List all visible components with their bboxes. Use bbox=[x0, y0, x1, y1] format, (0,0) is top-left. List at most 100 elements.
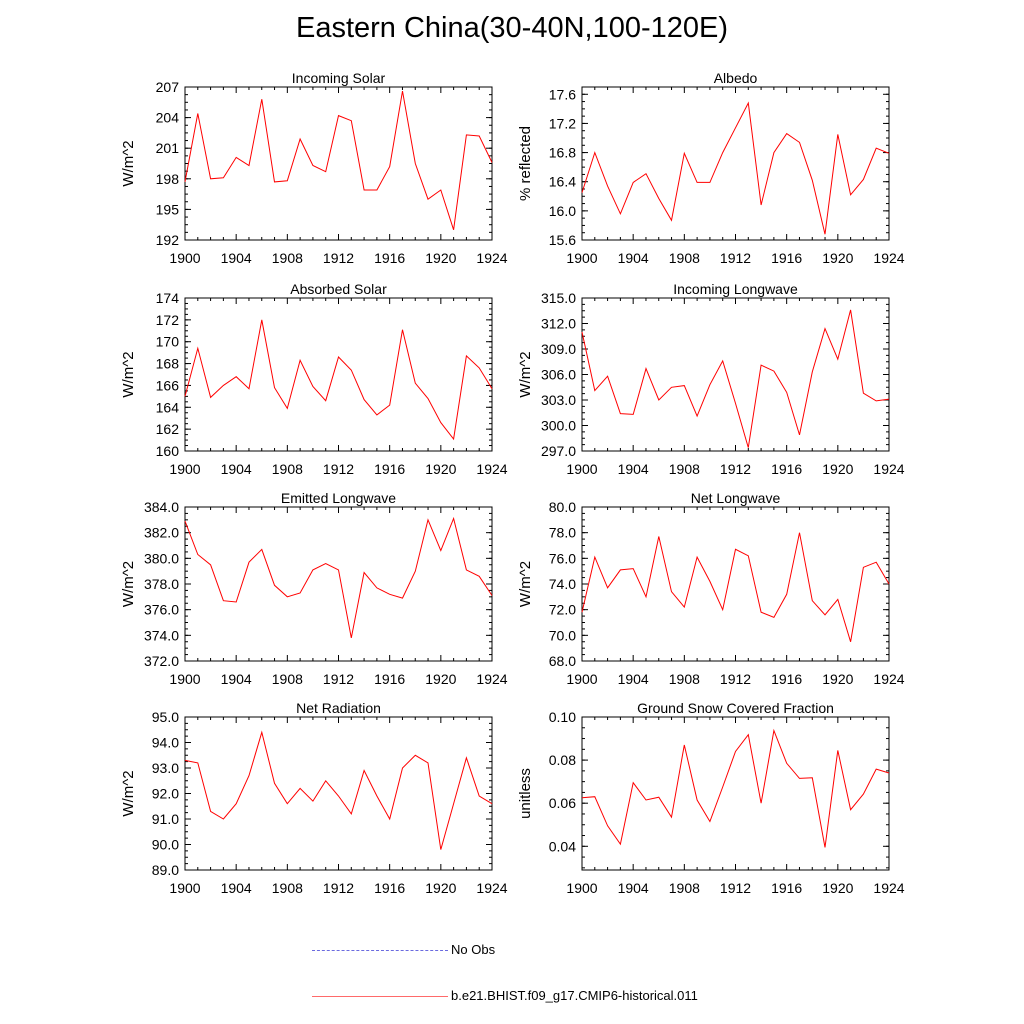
x-tick-label: 1912 bbox=[323, 880, 354, 896]
x-tick-label: 1916 bbox=[374, 461, 405, 477]
series-line bbox=[184, 516, 493, 638]
x-tick-label: 1900 bbox=[169, 250, 200, 266]
panel-1: Albedo % reflected 1900 1904 1908 1912 1916 192… bbox=[517, 70, 905, 266]
y-tick-label: 94.0 bbox=[152, 735, 179, 751]
x-tick-label: 1924 bbox=[873, 671, 904, 687]
y-tick-label: 92.0 bbox=[152, 786, 179, 802]
series-line bbox=[581, 532, 890, 642]
y-axis-label: W/m^2 bbox=[120, 561, 137, 607]
x-tick-label: 1904 bbox=[221, 250, 252, 266]
x-tick-label: 1908 bbox=[272, 671, 303, 687]
y-tick-label: 80.0 bbox=[549, 499, 576, 515]
x-tick-label: 1904 bbox=[221, 671, 252, 687]
y-axis-label: W/m^2 bbox=[517, 561, 534, 607]
plot-frame bbox=[581, 86, 890, 241]
y-tick-label: 17.6 bbox=[549, 86, 576, 102]
x-tick-label: 1912 bbox=[720, 461, 751, 477]
panel-title: Absorbed Solar bbox=[290, 281, 387, 297]
x-tick-label: 1916 bbox=[374, 880, 405, 896]
y-tick-label: 168 bbox=[156, 356, 180, 372]
panel-5: Net Longwave W/m^2 1900 1904 1908 1912 1916 192… bbox=[517, 490, 905, 687]
y-tick-label: 382.0 bbox=[144, 525, 179, 541]
y-tick-label: 172 bbox=[156, 312, 180, 328]
y-tick-label: 76.0 bbox=[549, 550, 576, 566]
x-tick-label: 1916 bbox=[374, 250, 405, 266]
y-tick-label: 195 bbox=[156, 201, 180, 217]
y-tick-label: 93.0 bbox=[152, 760, 179, 776]
series-line bbox=[184, 730, 493, 850]
x-tick-label: 1900 bbox=[169, 880, 200, 896]
y-tick-label: 16.8 bbox=[549, 145, 576, 161]
x-tick-label: 1924 bbox=[873, 461, 904, 477]
y-tick-label: 78.0 bbox=[549, 525, 576, 541]
y-tick-label: 374.0 bbox=[144, 627, 179, 643]
panel-title: Net Longwave bbox=[691, 490, 781, 506]
x-tick-label: 1900 bbox=[566, 250, 597, 266]
y-tick-label: 164 bbox=[156, 399, 180, 415]
y-axis-label: W/m^2 bbox=[517, 351, 534, 397]
y-axis-label: W/m^2 bbox=[120, 351, 137, 397]
series-line bbox=[581, 728, 890, 848]
y-tick-label: 300.0 bbox=[541, 418, 576, 434]
panel-title: Emitted Longwave bbox=[281, 490, 396, 506]
x-tick-label: 1908 bbox=[272, 461, 303, 477]
y-tick-label: 297.0 bbox=[541, 443, 576, 459]
y-tick-label: 384.0 bbox=[144, 499, 179, 515]
plot-frame bbox=[184, 716, 493, 871]
panel-title: Net Radiation bbox=[296, 700, 381, 716]
panel-title: Incoming Longwave bbox=[673, 281, 798, 297]
x-tick-label: 1920 bbox=[822, 461, 853, 477]
x-tick-label: 1904 bbox=[618, 671, 649, 687]
x-tick-label: 1920 bbox=[822, 880, 853, 896]
panel-title: Incoming Solar bbox=[292, 70, 386, 86]
x-tick-label: 1900 bbox=[169, 671, 200, 687]
x-tick-label: 1920 bbox=[425, 880, 456, 896]
y-tick-label: 74.0 bbox=[549, 576, 576, 592]
panel-6: Net Radiation W/m^2 1900 1904 1908 1912 1916 19… bbox=[120, 700, 508, 896]
x-tick-label: 1924 bbox=[476, 250, 507, 266]
plot-frame bbox=[184, 86, 493, 241]
panel-4: Emitted Longwave W/m^2 1900 1904 1908 1912 191… bbox=[120, 490, 508, 687]
x-tick-label: 1900 bbox=[566, 461, 597, 477]
x-tick-label: 1904 bbox=[618, 250, 649, 266]
y-tick-label: 160 bbox=[156, 443, 180, 459]
panel-2: Absorbed Solar W/m^2 1900 1904 1908 1912 1916 1… bbox=[120, 281, 508, 477]
x-tick-label: 1920 bbox=[425, 461, 456, 477]
y-tick-label: 170 bbox=[156, 334, 180, 350]
y-tick-label: 204 bbox=[156, 110, 180, 126]
panel-title: Albedo bbox=[714, 70, 758, 86]
x-tick-label: 1916 bbox=[771, 671, 802, 687]
x-tick-label: 1900 bbox=[566, 880, 597, 896]
x-tick-label: 1920 bbox=[822, 250, 853, 266]
y-tick-label: 16.0 bbox=[549, 203, 576, 219]
y-tick-label: 0.10 bbox=[549, 709, 576, 725]
y-tick-label: 0.04 bbox=[549, 838, 576, 854]
x-tick-label: 1908 bbox=[669, 671, 700, 687]
x-tick-label: 1904 bbox=[221, 461, 252, 477]
y-tick-label: 207 bbox=[156, 79, 180, 95]
x-tick-label: 1924 bbox=[873, 880, 904, 896]
y-tick-label: 378.0 bbox=[144, 576, 179, 592]
x-tick-label: 1908 bbox=[669, 461, 700, 477]
plot-frame bbox=[184, 506, 493, 662]
y-axis-label: W/m^2 bbox=[120, 770, 137, 816]
x-tick-label: 1920 bbox=[425, 671, 456, 687]
y-axis-label: W/m^2 bbox=[120, 140, 137, 186]
x-tick-label: 1924 bbox=[476, 461, 507, 477]
x-tick-label: 1912 bbox=[323, 671, 354, 687]
y-tick-label: 312.0 bbox=[541, 316, 576, 332]
y-tick-label: 306.0 bbox=[541, 367, 576, 383]
x-tick-label: 1908 bbox=[669, 250, 700, 266]
y-tick-label: 89.0 bbox=[152, 862, 179, 878]
y-tick-label: 309.0 bbox=[541, 341, 576, 357]
y-tick-label: 91.0 bbox=[152, 811, 179, 827]
page-title: Eastern China(30-40N,100-120E) bbox=[295, 12, 729, 44]
x-tick-label: 1916 bbox=[771, 250, 802, 266]
x-tick-label: 1904 bbox=[221, 880, 252, 896]
y-tick-label: 174 bbox=[156, 290, 180, 306]
x-tick-label: 1912 bbox=[323, 461, 354, 477]
x-tick-label: 1924 bbox=[873, 250, 904, 266]
x-tick-label: 1904 bbox=[618, 880, 649, 896]
x-tick-label: 1916 bbox=[771, 461, 802, 477]
y-tick-label: 380.0 bbox=[144, 550, 179, 566]
